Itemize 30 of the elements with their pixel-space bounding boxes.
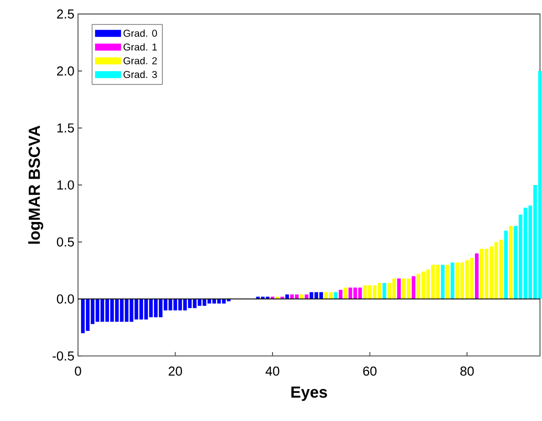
x-tick-label: 20: [168, 366, 182, 376]
x-tick-label: 0: [74, 366, 82, 376]
x-tick-label: 80: [460, 366, 474, 376]
y-axis-title: logMAR BSCVA: [28, 126, 44, 244]
x-tick-label: 40: [266, 366, 280, 376]
y-tick-label: 0.5: [56, 237, 74, 247]
y-tick-label: 1.5: [57, 123, 74, 133]
x-tick-label: 60: [363, 366, 377, 376]
bar: [446, 264, 450, 299]
bar: [440, 264, 445, 299]
bar: [344, 288, 348, 299]
y-tick-label: 0.0: [56, 294, 74, 304]
y-tick-label: -0.5: [52, 351, 74, 361]
bar: [334, 292, 338, 299]
bar: [474, 253, 479, 299]
legend-label: Grad. 1: [124, 43, 157, 51]
y-tick-label: 2.5: [57, 9, 74, 19]
bar: [304, 294, 308, 299]
y-tick-label: 2.0: [57, 66, 74, 76]
legend-label: Grad. 2: [124, 56, 157, 64]
bar: [397, 278, 401, 299]
legend-label: Grad. 3: [124, 70, 157, 78]
bar: [412, 276, 416, 299]
bar: [382, 283, 386, 299]
x-axis-title: Eyes: [291, 386, 328, 401]
legend-label: Grad. 0: [124, 29, 157, 37]
bar: [504, 230, 508, 299]
y-tick-label: 1.0: [57, 180, 74, 190]
bar: [508, 226, 513, 299]
bar: [450, 262, 454, 299]
